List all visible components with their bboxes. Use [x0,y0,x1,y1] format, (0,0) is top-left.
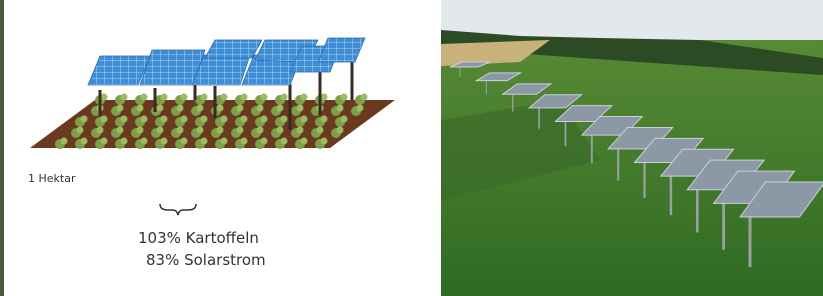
plant [221,94,228,101]
plant [257,127,264,134]
plant [141,94,148,101]
plant [281,138,288,145]
plant [337,127,344,134]
plant [177,105,184,112]
plant [317,127,324,134]
plant [101,116,108,123]
plant [117,127,124,134]
plant [221,138,228,145]
plant [141,138,148,145]
plant [161,94,168,101]
plant [177,127,184,134]
plant [301,138,308,145]
plant [81,116,88,123]
plant [137,127,144,134]
plant [277,105,284,112]
plant [297,105,304,112]
plant [101,138,108,145]
plant [101,94,108,101]
plant [237,105,244,112]
plant [121,138,128,145]
plant [321,94,328,101]
plant [181,94,188,101]
plant [241,116,248,123]
plant [341,94,348,101]
plant [337,105,344,112]
photo [441,0,823,296]
plant [181,138,188,145]
plant [241,94,248,101]
plant [141,116,148,123]
plant [301,94,308,101]
plant [161,116,168,123]
plant [281,94,288,101]
plant [61,138,68,145]
plant [157,127,164,134]
plant [341,116,348,123]
solar-panel [205,40,262,58]
plant [301,116,308,123]
plant [357,105,364,112]
edge-strip [0,0,4,296]
plant [201,138,208,145]
plant [277,127,284,134]
plant [161,138,168,145]
area-label: 1 Hektar [28,172,76,185]
plant [237,127,244,134]
plant [281,116,288,123]
plant [261,94,268,101]
plant [257,105,264,112]
plant [81,138,88,145]
plant [217,105,224,112]
plant [261,116,268,123]
plant [97,127,104,134]
plant [321,138,328,145]
plant [157,105,164,112]
plant [137,105,144,112]
result-text: 103% Kartoffeln [138,229,259,247]
plant [121,116,128,123]
plant [221,116,228,123]
plant [117,105,124,112]
plant [321,116,328,123]
plant [197,127,204,134]
plant [261,138,268,145]
plant [217,127,224,134]
plant [201,94,208,101]
page: 1 Hektar 103% Kartoffeln 83% Solarstrom [0,0,823,296]
plant [121,94,128,101]
plant [297,127,304,134]
plant [241,138,248,145]
plant [361,94,368,101]
result-text: 83% Solarstrom [146,251,266,269]
plant [197,105,204,112]
plant [181,116,188,123]
sky [441,0,823,40]
plant [201,116,208,123]
plant [77,127,84,134]
